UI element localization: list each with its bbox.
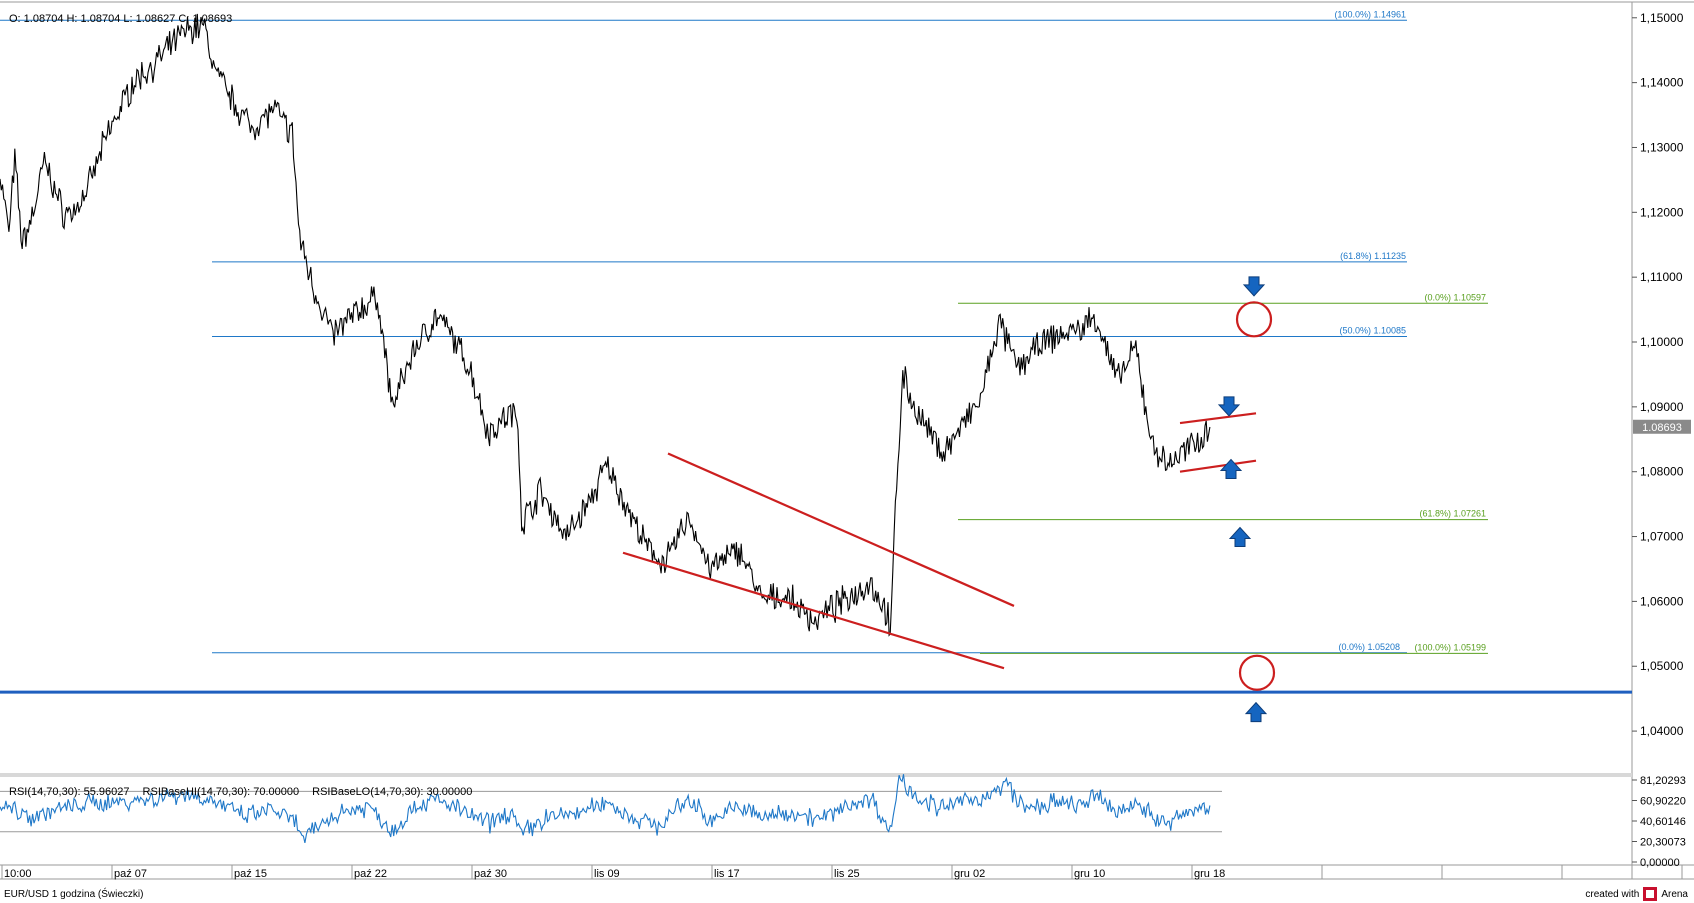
fib-blue-label: (50.0%) 1.10085: [1339, 325, 1406, 335]
time-axis-label: paź 22: [354, 868, 387, 880]
price-axis-label: 1,11000: [1640, 270, 1683, 284]
price-series-line: [0, 13, 1211, 637]
flag-lower-trendline: [1179, 459, 1257, 473]
price-axis-label: 1,05000: [1640, 659, 1684, 673]
fib-blue-label: (61.8%) 1.11235: [1340, 251, 1406, 261]
price-axis-label: 1,09000: [1640, 400, 1684, 414]
fibonacci-levels: (100.0%) 1.14961 (61.8%) 1.11235 (50.0%) 1…: [0, 9, 1488, 654]
rsi-legend-value: RSI(14,70,30): 55.96027: [9, 786, 130, 798]
rsi-axis-label: 0,00000: [1640, 857, 1680, 869]
brand-name: Arena: [1661, 888, 1688, 900]
rsi-legend: RSI(14,70,30): 55.96027 RSIBaseHI(14,70,…: [9, 786, 482, 798]
pane-separator[interactable]: [0, 773, 1632, 777]
rsi-legend-base-hi: RSIBaseHI(14,70,30): 70.00000: [142, 786, 300, 798]
upper-target-circle: [1235, 301, 1273, 338]
price-axis-label: 1,10000: [1640, 335, 1684, 349]
ohlc-readout: O: 1.08704 H: 1.08704 L: 1.08627 C: 1.08…: [9, 13, 233, 25]
time-axis-label: lis 25: [834, 868, 860, 880]
current-price-badge: [1633, 419, 1691, 434]
time-axis: 10:00 paź 07 paź 15 paź 22 paź 30 lis 09 lis 1…: [1, 865, 1683, 880]
price-axis: 1,15000 1,14000 1,13000 1,12000 1,11000 1,100…: [1632, 11, 1684, 738]
arrow-up-support: [1244, 701, 1268, 723]
arrow-up-flag-bottom: [1219, 458, 1243, 479]
price-axis-label: 1,06000: [1640, 594, 1684, 608]
wedge-lower-trendline: [622, 551, 1005, 670]
flag-upper-trendline: [1179, 412, 1257, 425]
price-axis-label: 1,14000: [1640, 76, 1684, 90]
price-axis-label: 1,07000: [1640, 530, 1684, 544]
wedge-upper-trendline: [667, 452, 1015, 607]
fib-blue-label: (0.0%) 1.05208: [1338, 642, 1400, 652]
arrow-up-fib-618: [1228, 526, 1252, 548]
time-axis-label: gru 18: [1194, 868, 1225, 880]
fib-green-label: (0.0%) 1.10597: [1424, 292, 1486, 302]
arena-logo-icon: [1643, 887, 1658, 901]
time-axis-label: paź 15: [234, 868, 267, 880]
instrument-label: EUR/USD 1 godzina (Świeczki): [4, 889, 144, 900]
created-with-credit: created with Arena: [1585, 887, 1688, 901]
fib-green-label: (61.8%) 1.07261: [1419, 509, 1486, 519]
arrow-down-upper-target: [1242, 276, 1266, 297]
price-axis-label: 1,13000: [1640, 140, 1684, 154]
time-axis-label: lis 17: [714, 868, 740, 880]
time-axis-label: gru 10: [1074, 868, 1105, 880]
rsi-axis: 81,20293 60,90220 40,60146 20,30073 0,00000: [1632, 775, 1686, 869]
price-axis-label: 1,15000: [1640, 11, 1684, 25]
fib-green-label: (100.0%) 1.05199: [1414, 642, 1486, 652]
price-axis-label: 1,04000: [1640, 724, 1684, 738]
rsi-legend-base-lo: RSIBaseLO(14,70,30): 30.00000: [312, 786, 473, 798]
price-axis-label: 1,08000: [1640, 465, 1684, 479]
lower-target-circle: [1238, 654, 1276, 691]
rsi-axis-label: 20,30073: [1640, 837, 1686, 849]
time-axis-label: lis 09: [594, 868, 620, 880]
time-axis-label: paź 07: [114, 868, 147, 880]
current-price-label: 1.08693: [1642, 422, 1682, 434]
arrow-down-flag-top: [1217, 396, 1241, 417]
rsi-series-line: [0, 774, 1211, 844]
fib-blue-label: (100.0%) 1.14961: [1334, 9, 1406, 19]
time-axis-label: paź 30: [474, 868, 507, 880]
time-axis-label: gru 02: [954, 868, 985, 880]
rsi-axis-label: 40,60146: [1640, 816, 1686, 828]
rsi-axis-label: 81,20293: [1640, 775, 1686, 787]
created-with-label: created with: [1585, 888, 1640, 900]
rsi-axis-label: 60,90220: [1640, 796, 1686, 808]
price-axis-label: 1,12000: [1640, 205, 1684, 219]
time-axis-label: 10:00: [4, 868, 32, 880]
annotations: [622, 276, 1276, 723]
